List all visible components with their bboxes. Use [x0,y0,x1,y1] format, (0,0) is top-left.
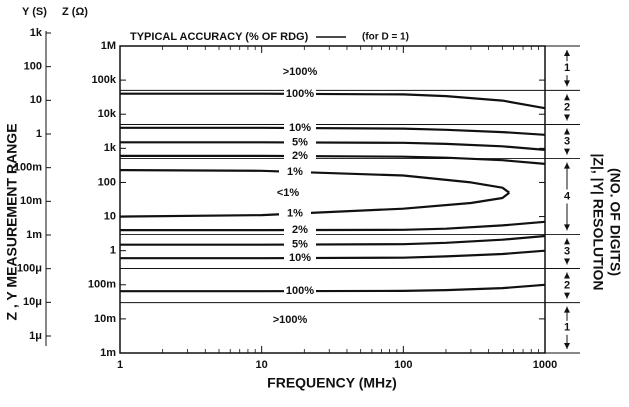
resolution-digit: 2 [564,101,570,113]
arrow-head [564,292,570,299]
resolution-digit: 1 [564,322,570,334]
y-tick-label: 1 [110,245,116,257]
arrow-head [564,162,570,169]
arrow-head [564,258,570,265]
y-tick-label: 1m [100,347,116,359]
plot-frame [119,45,546,354]
y-tick-label: 1M [101,40,116,52]
y2-tick-label: 100μ [17,263,42,275]
resolution-title: |Z|, |Y| RESOLUTION [590,153,606,290]
y2-tick-label: 100 [24,61,42,73]
accuracy-curve [120,154,546,165]
curve-label: 100% [286,285,314,297]
digit-bg [562,134,572,149]
curve-label-bg [284,224,316,237]
annotation: >100% [273,314,308,326]
y2-tick-label: 10 [30,94,42,106]
curve-label-bg [284,285,316,298]
y-tick-label: 1k [104,142,117,154]
x-tick-label: 1 [117,359,123,371]
arrow-head [564,148,570,155]
curve-label: 5% [292,136,308,148]
y2-tick-label: 1 [36,128,42,140]
curve-label-bg [279,165,311,178]
arrow-head [564,80,570,87]
digit-bg [562,189,572,204]
arrow-head [564,224,570,231]
y-tick-label: 10 [104,210,116,222]
accuracy-curve [119,169,510,194]
z-axis-header: Z (Ω) [62,6,88,18]
x-tick-label: 100 [394,359,412,371]
curve-label: 2% [292,224,308,236]
accuracy-curve [119,191,510,218]
accuracy-curve [120,249,546,260]
y-tick-label: 100k [92,74,117,86]
x-axis-title: FREQUENCY (MHz) [267,375,397,391]
curve-label: 100% [286,88,314,100]
resolution-digit: 1 [564,62,570,74]
arrow-head [564,238,570,245]
accuracy-curve [120,141,546,151]
arrow-head [564,114,570,121]
annotation: >100% [283,66,318,78]
resolution-digit: 4 [564,190,571,202]
x-tick-label: 10 [256,359,268,371]
digit-bg [562,244,572,259]
y2-tick-label: 100m [14,162,42,174]
digit-bg [562,100,572,115]
arrow-head [564,50,570,56]
y2-tick-label: 1m [26,229,42,241]
curve-label: 1% [287,166,303,178]
curve-label-bg [284,252,316,265]
chart-title: TYPICAL ACCURACY (% OF RDG) [130,31,309,43]
digit-bg [562,320,572,335]
arrow-head [564,272,570,279]
y-tick-label: 10m [94,313,116,325]
y-tick-label: 10k [98,108,117,120]
curve-label-bg [284,150,316,163]
chart-subtitle: (for D = 1) [362,32,409,43]
accuracy-curve [120,126,546,136]
digit-bg [562,61,572,76]
resolution-digit: 3 [564,135,570,147]
y2-tick-label: 1μ [29,330,42,342]
curve-label: 5% [292,238,308,250]
y-tick-label: 100 [98,176,116,188]
curve-label-bg [284,122,316,135]
arrow-head [564,343,570,349]
curve-label-bg [284,87,316,100]
y2-tick-label: 10μ [23,296,42,308]
accuracy-curve [120,234,546,246]
accuracy-curve [120,283,546,293]
curve-label: 1% [287,208,303,220]
resolution-subtitle: (NO. OF DIGITS) [607,168,623,276]
curve-label: 2% [292,150,308,162]
digit-bg [562,278,572,293]
annotation: <1% [277,187,300,199]
y2-tick-label: 10m [20,195,42,207]
y-tick-label: 100m [88,279,116,291]
arrow-head [564,306,570,313]
curve-label-bg [284,238,316,251]
curve-label-bg [279,207,311,220]
curve-label-bg [284,136,316,149]
curve-label: 10% [289,122,311,134]
accuracy-curve [120,92,546,110]
accuracy-curve [120,220,546,232]
resolution-digit: 3 [564,245,570,257]
y2-tick-label: 1k [30,27,43,39]
resolution-digit: 2 [564,279,570,291]
x-tick-label: 1000 [533,359,557,371]
arrow-head [564,94,570,101]
arrow-head [564,128,570,135]
curve-label: 10% [289,252,311,264]
y-axis-header: Y (S) [22,6,47,18]
y-axis-title: Z , Y MEASUREMENT RANGE [4,123,20,320]
